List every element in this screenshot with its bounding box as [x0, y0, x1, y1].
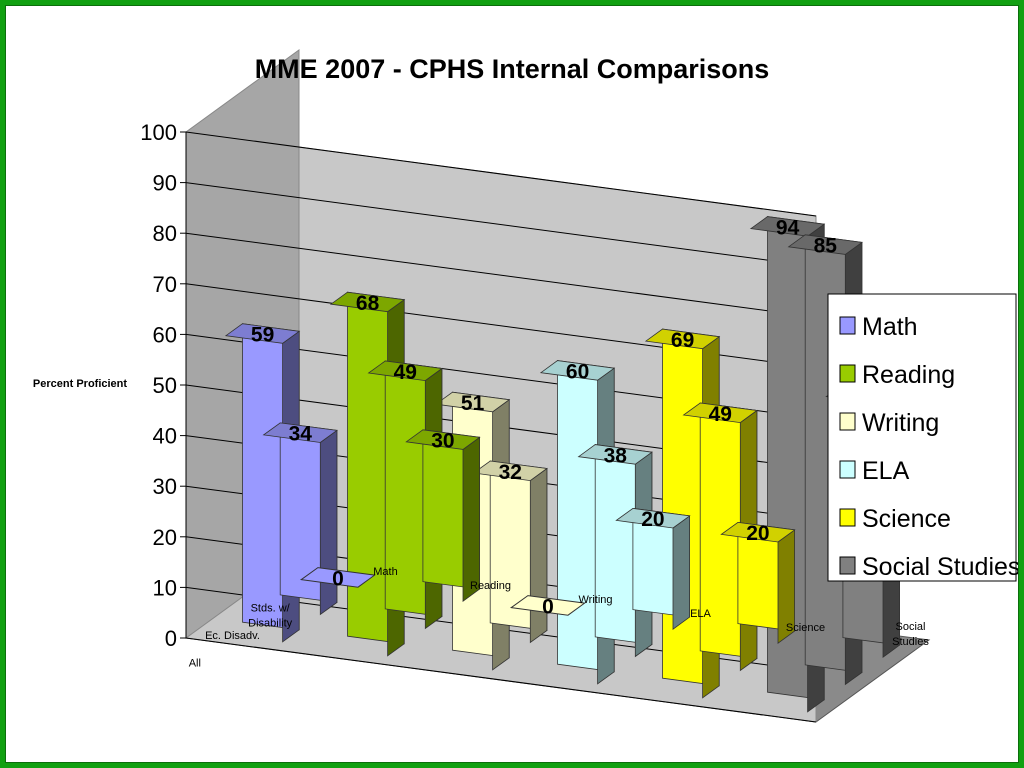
data-label: 68 [356, 292, 380, 315]
data-label: 51 [461, 392, 485, 415]
bar-reading-top [367, 360, 443, 382]
data-label: 20 [641, 508, 664, 531]
data-label: 32 [499, 461, 522, 484]
category-label: Stds. w/Disability [248, 603, 293, 630]
legend-entry-label: Science [862, 505, 951, 533]
y-tick-label: 80 [153, 221, 177, 246]
legend-swatch [839, 412, 856, 431]
chart: 0 10 20 30 40 50 60 70 80 90 100 94 85 50 69 49 20 60 38 2… [33, 49, 1018, 723]
y-tick-label: 50 [153, 373, 177, 398]
bar-ela-top [615, 507, 691, 529]
bar-ela-top [577, 444, 653, 465]
legend-entry-label: ELA [862, 457, 910, 485]
chart-title: MME 2007 - CPHS Internal Comparisons [255, 54, 770, 84]
series-axis-label: Math [373, 566, 397, 578]
series-axis-label: Writing [578, 594, 612, 606]
bar-writing-top [472, 460, 548, 482]
data-label: 0 [542, 595, 554, 618]
data-label: 94 [776, 216, 800, 239]
legend-swatch [839, 556, 856, 575]
legend-swatch [839, 460, 856, 479]
series-axis-label: Social Studies [892, 621, 929, 648]
y-tick-label: 100 [140, 120, 177, 145]
legend-swatch [839, 508, 856, 527]
y-tick-label: 20 [153, 525, 177, 550]
y-tick-label: 90 [153, 171, 177, 196]
series-axis-label: Reading [470, 580, 511, 592]
bar-math-zero [299, 567, 376, 588]
legend-entry-label: Math [862, 313, 918, 341]
bar-science-top [682, 402, 758, 424]
data-label: 34 [289, 423, 313, 446]
y-tick-label: 10 [153, 575, 177, 600]
data-label: 69 [671, 329, 694, 352]
legend-swatch [839, 364, 856, 383]
bar-reading-side [462, 436, 481, 602]
legend-box [827, 293, 1017, 582]
category-axis-labels: All Ec. Disadv.Stds. w/Disability [189, 603, 293, 670]
bar-social-studies-top [749, 216, 826, 237]
bar-writing-zero [509, 595, 586, 616]
legend-entry-label: Reading [862, 361, 955, 389]
series-axis-label: ELA [690, 608, 711, 620]
slide-background: 0 10 20 30 40 50 60 70 80 90 100 94 85 50 69 49 20 60 38 2… [5, 5, 1019, 763]
y-tick-label: 0 [165, 626, 177, 651]
bar-writing-top [434, 391, 511, 413]
y-tick-label: 70 [153, 272, 177, 297]
data-label: 38 [604, 444, 628, 467]
data-label: 20 [746, 522, 769, 545]
bar-reading-top [405, 429, 481, 450]
bar-reading-top [329, 291, 406, 313]
data-label: 85 [814, 235, 838, 258]
gridline [185, 131, 817, 217]
legend-swatch [839, 316, 856, 335]
y-tick-label: 60 [153, 322, 177, 347]
bar-ela-side [672, 515, 690, 630]
y-axis-label: Percent Proficient [33, 378, 127, 390]
data-label: 49 [394, 361, 417, 384]
gridline [185, 637, 817, 723]
y-tick-label: 40 [153, 424, 177, 449]
data-label: 0 [332, 567, 344, 590]
bar-math-top [224, 323, 301, 344]
gridline [185, 182, 817, 268]
data-label: 59 [251, 323, 274, 346]
data-label: 49 [709, 403, 732, 426]
category-label: All [189, 657, 201, 669]
bar-science-top [720, 521, 796, 543]
bar-math-top [262, 422, 338, 443]
legend-entry-label: Writing [862, 409, 939, 437]
legend: Math Reading Writing ELA Science Social Studi… [827, 293, 1018, 582]
data-label: 30 [431, 430, 454, 453]
bar-ela-top [539, 360, 616, 381]
y-axis-ticks: 0 10 20 30 40 50 60 70 80 90 100 [140, 120, 187, 651]
bar-social-studies-top [787, 234, 863, 255]
category-label: Ec. Disadv. [205, 630, 260, 642]
bar-science-top [644, 328, 721, 350]
legend-entry-label: Social Studies [862, 553, 1018, 581]
gridline [185, 232, 817, 318]
y-tick-label: 30 [153, 474, 177, 499]
data-label: 60 [566, 360, 589, 383]
series-axis-labels: Math Reading Writing ELA Science Social Studie… [373, 566, 929, 648]
series-axis-label: Science [786, 622, 825, 634]
